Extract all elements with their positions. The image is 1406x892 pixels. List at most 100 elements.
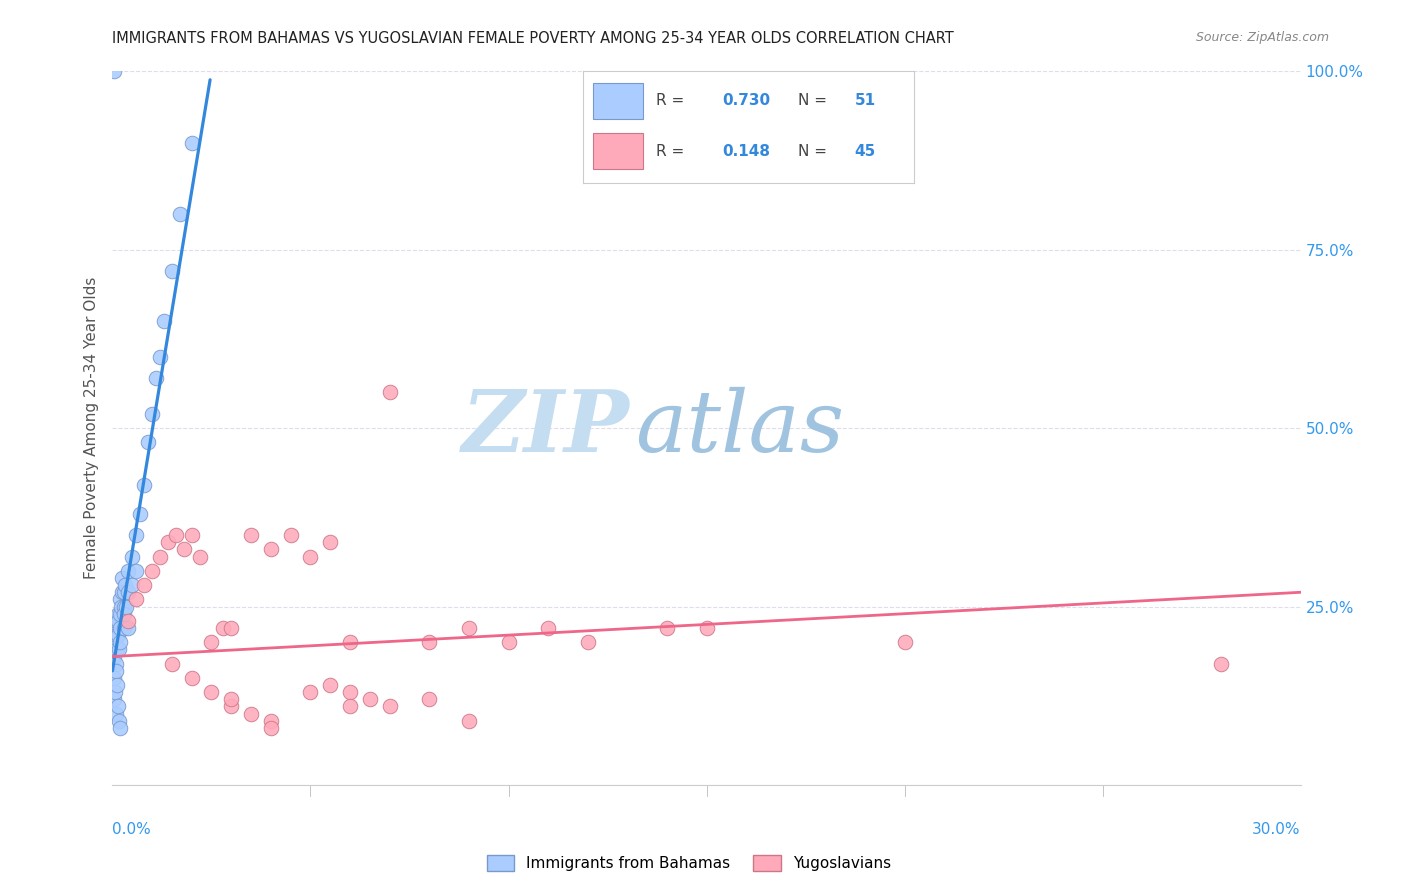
Point: [219, 692, 242, 706]
Point: [134, 478, 156, 492]
Point: [212, 621, 235, 635]
Point: [165, 528, 187, 542]
Point: [134, 578, 156, 592]
Text: R =: R =: [657, 94, 689, 109]
Point: [200, 685, 222, 699]
Text: 0.148: 0.148: [723, 144, 770, 159]
Point: [156, 535, 179, 549]
Text: 45: 45: [855, 144, 876, 159]
Point: [114, 578, 136, 592]
Point: [299, 685, 322, 699]
Point: [105, 614, 128, 628]
Point: [180, 136, 202, 150]
Point: [339, 635, 361, 649]
Point: [129, 507, 152, 521]
Point: [418, 635, 440, 649]
Point: [319, 678, 342, 692]
Point: [160, 657, 183, 671]
Point: [498, 635, 520, 649]
Point: [105, 678, 128, 692]
Point: [107, 699, 129, 714]
Point: [141, 407, 163, 421]
Point: [112, 599, 135, 614]
Point: [576, 635, 599, 649]
Point: [107, 607, 129, 621]
Point: [893, 635, 915, 649]
Point: [299, 549, 322, 564]
Text: 30.0%: 30.0%: [1253, 822, 1301, 837]
Text: N =: N =: [799, 94, 832, 109]
Point: [125, 564, 148, 578]
Point: [107, 614, 129, 628]
Point: [112, 585, 135, 599]
Point: [319, 535, 342, 549]
Point: [108, 642, 131, 657]
Point: [180, 671, 202, 685]
Point: [105, 657, 128, 671]
Y-axis label: Female Poverty Among 25-34 Year Olds: Female Poverty Among 25-34 Year Olds: [83, 277, 98, 579]
Point: [153, 314, 176, 328]
Point: [219, 621, 242, 635]
Point: [121, 549, 143, 564]
Point: [121, 578, 143, 592]
Point: [112, 607, 135, 621]
Point: [136, 435, 159, 450]
Legend: Immigrants from Bahamas, Yugoslavians: Immigrants from Bahamas, Yugoslavians: [481, 849, 897, 877]
Point: [103, 64, 125, 78]
Point: [105, 628, 128, 642]
Point: [104, 635, 127, 649]
Point: [110, 635, 132, 649]
Point: [339, 699, 361, 714]
Point: [105, 642, 128, 657]
Point: [104, 685, 127, 699]
Point: [537, 621, 560, 635]
Point: [105, 706, 128, 721]
Point: [655, 621, 678, 635]
Point: [458, 714, 481, 728]
Point: [378, 699, 401, 714]
Point: [149, 549, 172, 564]
Text: Source: ZipAtlas.com: Source: ZipAtlas.com: [1195, 31, 1329, 45]
Point: [1211, 657, 1233, 671]
Point: [110, 599, 132, 614]
Point: [200, 635, 222, 649]
Point: [180, 528, 202, 542]
Point: [378, 385, 401, 400]
Point: [117, 614, 139, 628]
Point: [110, 621, 132, 635]
Point: [160, 264, 183, 278]
Point: [339, 685, 361, 699]
Text: 51: 51: [855, 94, 876, 109]
Point: [169, 207, 191, 221]
Point: [110, 607, 132, 621]
Point: [458, 621, 481, 635]
Point: [110, 592, 132, 607]
Point: [149, 350, 172, 364]
Point: [111, 585, 134, 599]
FancyBboxPatch shape: [593, 133, 643, 169]
Point: [117, 621, 139, 635]
FancyBboxPatch shape: [593, 83, 643, 120]
Point: [418, 692, 440, 706]
Point: [108, 714, 131, 728]
Point: [188, 549, 211, 564]
Point: [280, 528, 302, 542]
Point: [125, 592, 148, 607]
Point: [359, 692, 381, 706]
Point: [696, 621, 718, 635]
Point: [104, 664, 127, 678]
Text: 0.0%: 0.0%: [112, 822, 152, 837]
Point: [240, 706, 263, 721]
Point: [108, 721, 131, 735]
Point: [117, 585, 139, 599]
Point: [260, 714, 283, 728]
Point: [105, 621, 128, 635]
Point: [115, 599, 138, 614]
Point: [125, 528, 148, 542]
Point: [173, 542, 195, 557]
Point: [107, 628, 129, 642]
Text: IMMIGRANTS FROM BAHAMAS VS YUGOSLAVIAN FEMALE POVERTY AMONG 25-34 YEAR OLDS CORR: IMMIGRANTS FROM BAHAMAS VS YUGOSLAVIAN F…: [112, 31, 955, 46]
Point: [260, 721, 283, 735]
Point: [117, 564, 139, 578]
Point: [141, 564, 163, 578]
